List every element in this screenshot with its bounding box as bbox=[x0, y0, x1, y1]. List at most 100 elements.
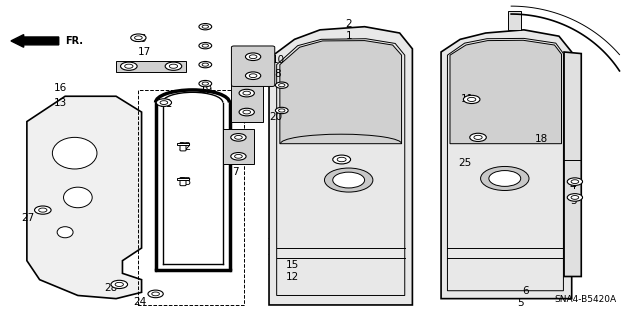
Circle shape bbox=[111, 280, 127, 288]
Circle shape bbox=[160, 101, 168, 105]
Text: 12: 12 bbox=[286, 271, 300, 281]
Text: 26: 26 bbox=[134, 34, 147, 44]
Circle shape bbox=[125, 64, 133, 68]
Text: 20: 20 bbox=[269, 112, 282, 122]
Circle shape bbox=[199, 24, 212, 30]
Polygon shape bbox=[450, 40, 561, 144]
Circle shape bbox=[156, 99, 172, 106]
Text: 6: 6 bbox=[522, 286, 529, 296]
Text: 24: 24 bbox=[134, 297, 147, 308]
Bar bbox=[231, 84, 262, 122]
Text: 15: 15 bbox=[286, 260, 300, 271]
Text: 22: 22 bbox=[179, 142, 191, 152]
Text: 19: 19 bbox=[200, 85, 213, 95]
Text: 2: 2 bbox=[346, 19, 352, 28]
Circle shape bbox=[152, 292, 159, 296]
Bar bbox=[177, 144, 189, 145]
Circle shape bbox=[463, 95, 480, 104]
Circle shape bbox=[275, 82, 288, 88]
Circle shape bbox=[131, 34, 146, 41]
Circle shape bbox=[239, 89, 254, 97]
Text: 11: 11 bbox=[461, 94, 474, 104]
Text: 16: 16 bbox=[53, 83, 67, 93]
Circle shape bbox=[571, 180, 579, 183]
Circle shape bbox=[278, 84, 285, 87]
Ellipse shape bbox=[63, 187, 92, 208]
Text: 27: 27 bbox=[22, 213, 35, 223]
Circle shape bbox=[134, 36, 142, 40]
Text: 4: 4 bbox=[570, 182, 576, 191]
Text: 23: 23 bbox=[179, 177, 191, 187]
Circle shape bbox=[275, 107, 288, 114]
Polygon shape bbox=[508, 11, 521, 30]
Circle shape bbox=[337, 157, 346, 162]
Ellipse shape bbox=[57, 227, 73, 238]
Circle shape bbox=[202, 82, 209, 85]
Text: 9: 9 bbox=[232, 151, 239, 161]
Ellipse shape bbox=[52, 137, 97, 169]
Bar bbox=[177, 178, 189, 180]
FancyBboxPatch shape bbox=[180, 178, 186, 186]
Text: 25: 25 bbox=[459, 158, 472, 168]
Text: 7: 7 bbox=[232, 167, 239, 177]
Circle shape bbox=[474, 135, 482, 139]
Circle shape bbox=[231, 134, 246, 141]
Circle shape bbox=[38, 208, 47, 212]
Circle shape bbox=[35, 206, 51, 214]
Polygon shape bbox=[280, 41, 401, 144]
Circle shape bbox=[202, 25, 209, 28]
Circle shape bbox=[165, 62, 182, 70]
Circle shape bbox=[489, 171, 521, 186]
Text: FR.: FR. bbox=[65, 36, 83, 46]
Circle shape bbox=[199, 62, 212, 68]
Text: 10: 10 bbox=[271, 55, 285, 65]
Text: 13: 13 bbox=[53, 98, 67, 108]
Circle shape bbox=[120, 62, 137, 70]
Circle shape bbox=[170, 64, 177, 68]
Circle shape bbox=[324, 168, 373, 192]
Circle shape bbox=[235, 136, 243, 139]
Circle shape bbox=[470, 133, 486, 141]
Circle shape bbox=[481, 167, 529, 190]
Circle shape bbox=[246, 72, 260, 79]
Circle shape bbox=[333, 155, 351, 164]
Circle shape bbox=[333, 172, 365, 188]
Text: 1: 1 bbox=[346, 31, 352, 41]
Text: SNA4-B5420A: SNA4-B5420A bbox=[554, 295, 616, 304]
Text: 28: 28 bbox=[104, 283, 118, 293]
Circle shape bbox=[115, 282, 124, 286]
Polygon shape bbox=[564, 52, 581, 277]
Text: 3: 3 bbox=[570, 196, 576, 206]
Bar bbox=[116, 61, 186, 72]
Bar bbox=[223, 130, 254, 164]
Circle shape bbox=[567, 194, 582, 201]
Circle shape bbox=[199, 80, 212, 87]
Text: 21: 21 bbox=[159, 99, 172, 109]
Circle shape bbox=[571, 196, 579, 199]
Circle shape bbox=[202, 44, 209, 47]
Circle shape bbox=[249, 55, 257, 59]
Text: 5: 5 bbox=[517, 298, 524, 308]
Text: 8: 8 bbox=[275, 69, 281, 79]
Circle shape bbox=[567, 178, 582, 185]
Circle shape bbox=[246, 53, 260, 61]
Text: 14: 14 bbox=[138, 63, 152, 73]
Polygon shape bbox=[441, 30, 572, 299]
Circle shape bbox=[231, 152, 246, 160]
Polygon shape bbox=[27, 96, 141, 299]
Circle shape bbox=[199, 42, 212, 49]
Circle shape bbox=[235, 154, 243, 158]
Polygon shape bbox=[269, 27, 412, 305]
Circle shape bbox=[243, 91, 250, 95]
Circle shape bbox=[202, 63, 209, 66]
Circle shape bbox=[467, 97, 476, 101]
Circle shape bbox=[239, 108, 254, 116]
Circle shape bbox=[148, 290, 163, 298]
Circle shape bbox=[278, 109, 285, 112]
FancyBboxPatch shape bbox=[180, 143, 186, 151]
Circle shape bbox=[243, 110, 250, 114]
Text: 18: 18 bbox=[535, 134, 548, 144]
FancyArrow shape bbox=[11, 34, 59, 47]
FancyBboxPatch shape bbox=[232, 46, 275, 86]
Circle shape bbox=[249, 74, 257, 78]
